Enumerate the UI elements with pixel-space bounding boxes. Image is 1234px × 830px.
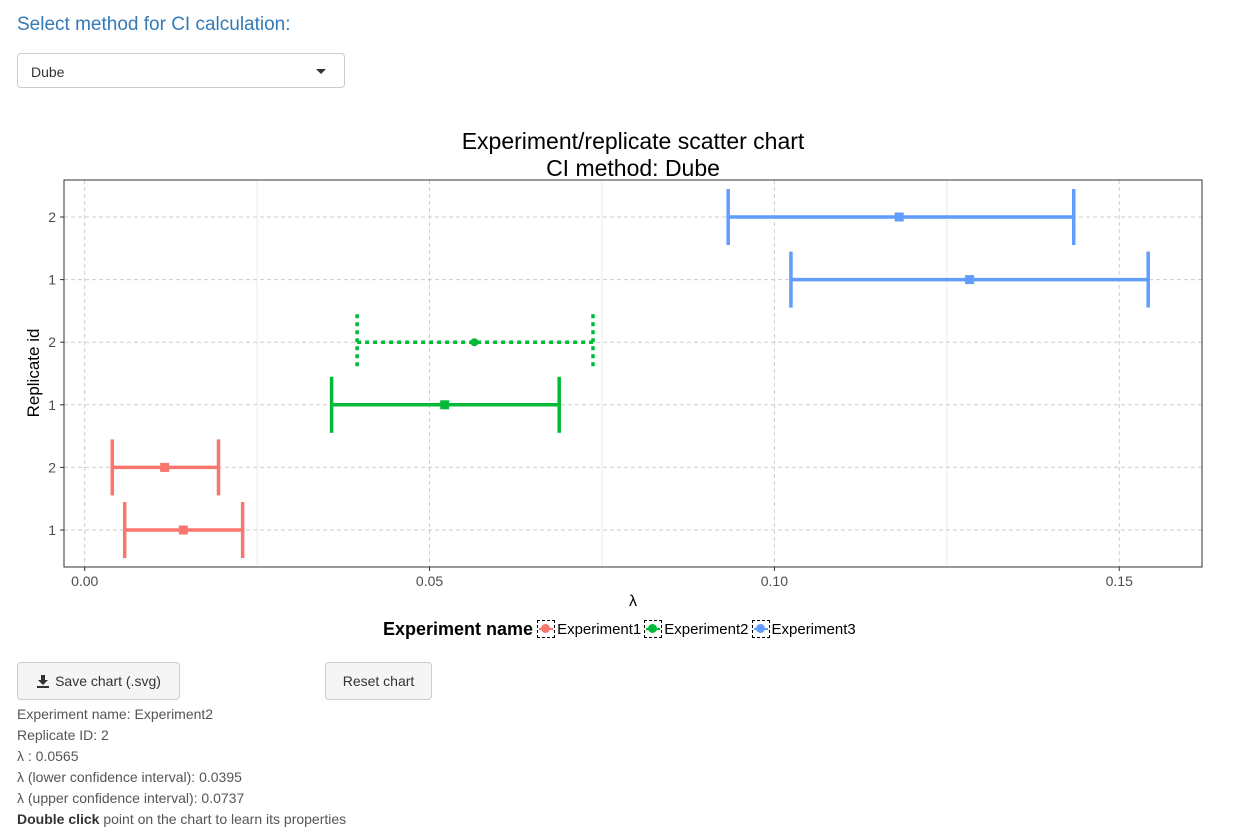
y-axis-label: Replicate id — [24, 329, 43, 418]
x-tick-label: 0.10 — [761, 573, 788, 589]
legend-item-experiment1: Experiment1 — [537, 620, 641, 638]
y-tick-label: 2 — [48, 209, 56, 225]
legend-key-experiment2 — [644, 620, 663, 638]
x-tick-label: 0.00 — [71, 573, 98, 589]
scatter-chart[interactable]: Experiment/replicate scatter chart CI me… — [0, 120, 1234, 610]
y-tick-label: 1 — [48, 522, 56, 538]
legend-item-experiment3: Experiment3 — [751, 620, 856, 638]
y-tick-label: 1 — [48, 272, 56, 288]
chart-subtitle: CI method: Dube — [546, 155, 720, 181]
save-chart-button[interactable]: Save chart (.svg) — [17, 662, 180, 700]
info-hint: Double click point on the chart to learn… — [17, 809, 346, 830]
y-tick-label: 2 — [48, 459, 56, 475]
legend-label-experiment1: Experiment1 — [557, 620, 642, 638]
data-point-experiment3[interactable] — [894, 212, 904, 222]
legend-title: Experiment name — [383, 618, 534, 639]
x-tick-label: 0.05 — [416, 573, 443, 589]
chart-title: Experiment/replicate scatter chart — [462, 128, 805, 154]
info-lambda: λ : 0.0565 — [17, 748, 79, 764]
x-axis-label: λ — [629, 593, 637, 610]
info-lambda-lower: λ (lower confidence interval): 0.0395 — [17, 769, 242, 785]
chart-legend: Experiment name Experiment1 Experiment2 … — [383, 618, 859, 640]
data-point-experiment1[interactable] — [178, 525, 188, 535]
info-hint-bold: Double click — [17, 811, 100, 827]
data-point-experiment2[interactable] — [440, 400, 450, 410]
data-marks[interactable] — [110, 189, 1150, 558]
info-replicate-id: Replicate ID: 2 — [17, 727, 109, 743]
legend-item-experiment2: Experiment2 — [644, 620, 749, 638]
legend-label-experiment2: Experiment2 — [664, 620, 749, 638]
ci-method-selected-value: Dube — [31, 64, 65, 80]
y-tick-label: 1 — [48, 397, 56, 413]
data-point-experiment2[interactable] — [470, 338, 479, 347]
plot-panel — [63, 179, 1203, 568]
info-experiment-name: Experiment name: Experiment2 — [17, 706, 214, 722]
info-hint-rest: point on the chart to learn its properti… — [99, 811, 347, 827]
info-lambda-upper: λ (upper confidence interval): 0.0737 — [17, 790, 245, 806]
download-icon — [37, 675, 50, 688]
y-tick-label: 2 — [48, 334, 56, 350]
reset-chart-label: Reset chart — [342, 673, 415, 689]
ci-method-select[interactable]: Dube — [17, 53, 345, 88]
ci-method-label: Select method for CI calculation: — [17, 14, 291, 35]
point-info-panel: Experiment name: Experiment2 Replicate I… — [17, 704, 346, 830]
caret-down-icon — [316, 69, 326, 74]
axes: 0.00 0.05 0.10 0.15 1 2 1 2 1 2 — [48, 209, 1133, 589]
grid — [64, 180, 1202, 567]
data-point-experiment3[interactable] — [965, 275, 975, 285]
x-tick-label: 0.15 — [1106, 573, 1133, 589]
legend-key-experiment1 — [537, 620, 556, 638]
legend-key-experiment3 — [751, 620, 770, 638]
legend-label-experiment3: Experiment3 — [771, 620, 856, 638]
reset-chart-button[interactable]: Reset chart — [325, 662, 432, 700]
data-point-experiment1[interactable] — [160, 462, 170, 472]
save-chart-label: Save chart (.svg) — [55, 673, 161, 689]
